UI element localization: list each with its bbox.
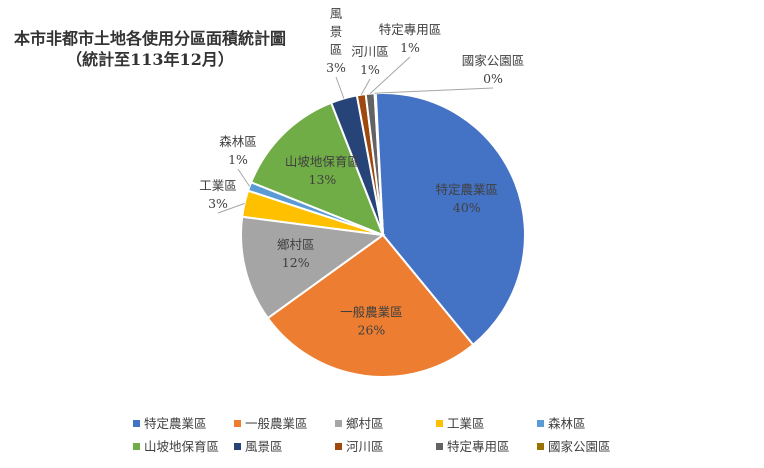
- slice-value-label: 1%: [400, 40, 420, 55]
- legend-entry: 工業區: [447, 416, 485, 431]
- legend-entry: 特定專用區: [447, 439, 510, 454]
- chart-subtitle: （統計至113年12月）: [66, 50, 234, 69]
- legend-swatch: [335, 443, 342, 450]
- slice-name-label: 山坡地保育區: [285, 154, 360, 169]
- pie-slices: [240, 92, 526, 378]
- legend-entry: 國家公園區: [548, 439, 611, 454]
- legend-swatch: [537, 443, 544, 450]
- legend-entry: 特定農業區: [144, 416, 207, 431]
- slice-value-label: 1%: [360, 62, 380, 77]
- leader-line: [237, 168, 251, 187]
- legend-entry: 河川區: [346, 439, 384, 454]
- slice-value-label: 0%: [483, 71, 503, 86]
- legend-swatch: [133, 443, 140, 450]
- legend-swatch: [436, 420, 443, 427]
- slice-name-label: 風景區: [330, 6, 343, 57]
- legend-swatch: [436, 443, 443, 450]
- slice-name-label: 一般農業區: [340, 304, 403, 319]
- slice-value-label: 12%: [282, 255, 310, 270]
- leader-line: [369, 56, 411, 94]
- chart-title: 本市非都市土地各使用分區面積統計圖: [14, 29, 286, 48]
- slice-name-label: 特定專用區: [379, 22, 442, 37]
- legend-entry: 森林區: [548, 416, 586, 431]
- slice-value-label: 13%: [309, 172, 337, 187]
- pie-slice: [266, 233, 475, 378]
- legend-swatch: [234, 420, 241, 427]
- legend-swatch: [335, 420, 342, 427]
- legend-entry: 一般農業區: [245, 416, 308, 431]
- legend-entry: 風景區: [245, 439, 283, 454]
- slice-value-label: 40%: [453, 200, 481, 215]
- slice-value-label: 3%: [208, 196, 228, 211]
- pie-slice: [240, 215, 386, 320]
- leader-line: [217, 203, 245, 214]
- slice-value-label: 1%: [228, 152, 248, 167]
- leader-line: [335, 76, 345, 99]
- legend-entry: 鄉村區: [346, 416, 384, 431]
- pie-slice: [373, 92, 526, 347]
- legend-swatch: [537, 420, 544, 427]
- legend-swatch: [234, 443, 241, 450]
- slice-name-label: 工業區: [199, 178, 237, 193]
- slice-value-label: 26%: [358, 322, 386, 337]
- slice-name-label: 鄉村區: [277, 237, 315, 252]
- legend-entry: 山坡地保育區: [144, 439, 219, 454]
- slice-value-label: 3%: [326, 60, 346, 75]
- slice-name-label: 特定農業區: [436, 182, 499, 197]
- legend-swatch: [133, 420, 140, 427]
- leader-line: [360, 78, 371, 95]
- data-labels: 特定農業區 40% 一般農業區 26% 鄉村區 12% 工業區 3% 森林區 1% 山坡地保育區 13…: [199, 6, 524, 337]
- slice-name-label: 河川區: [351, 44, 389, 59]
- slice-name-label: 國家公園區: [462, 53, 525, 68]
- slice-name-label: 森林區: [219, 134, 257, 149]
- leader-lines: [217, 56, 494, 214]
- leader-line: [374, 87, 494, 94]
- pie-slice: [249, 101, 385, 237]
